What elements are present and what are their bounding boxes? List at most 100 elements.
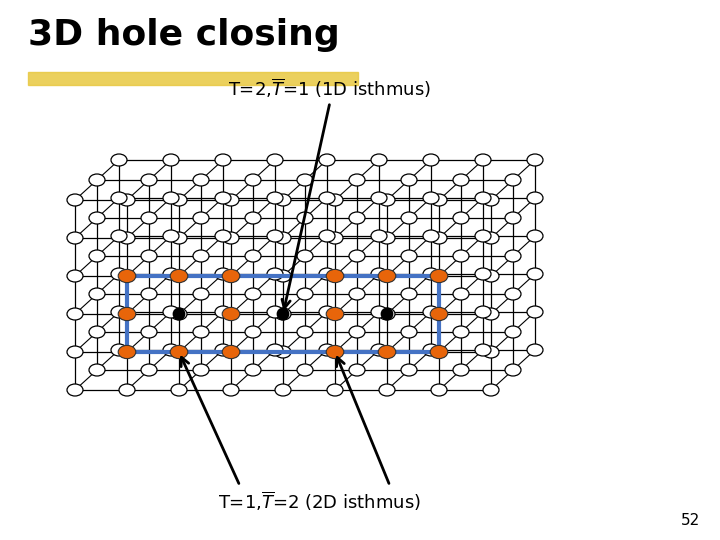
Ellipse shape — [222, 346, 240, 359]
Ellipse shape — [297, 174, 313, 186]
Ellipse shape — [111, 344, 127, 356]
Ellipse shape — [267, 344, 283, 356]
Ellipse shape — [119, 384, 135, 396]
Circle shape — [382, 308, 392, 320]
Ellipse shape — [505, 288, 521, 300]
Ellipse shape — [223, 270, 239, 282]
Circle shape — [277, 308, 289, 320]
Ellipse shape — [371, 154, 387, 166]
Ellipse shape — [163, 268, 179, 280]
Ellipse shape — [267, 268, 283, 280]
Ellipse shape — [111, 154, 127, 166]
Ellipse shape — [111, 306, 127, 318]
Ellipse shape — [401, 326, 417, 338]
Ellipse shape — [431, 346, 447, 358]
Ellipse shape — [371, 306, 387, 318]
Ellipse shape — [297, 212, 313, 224]
Ellipse shape — [163, 230, 179, 242]
Ellipse shape — [327, 384, 343, 396]
Ellipse shape — [327, 346, 343, 358]
Ellipse shape — [275, 308, 291, 320]
Ellipse shape — [171, 270, 187, 282]
Ellipse shape — [67, 346, 83, 358]
Ellipse shape — [483, 308, 499, 320]
Ellipse shape — [141, 174, 157, 186]
Ellipse shape — [327, 232, 343, 244]
Ellipse shape — [245, 326, 261, 338]
Ellipse shape — [193, 174, 209, 186]
Ellipse shape — [223, 194, 239, 206]
Ellipse shape — [89, 288, 105, 300]
Ellipse shape — [431, 308, 447, 320]
Ellipse shape — [379, 346, 395, 358]
Ellipse shape — [215, 344, 231, 356]
Ellipse shape — [431, 269, 448, 282]
Ellipse shape — [349, 250, 365, 262]
Ellipse shape — [67, 384, 83, 396]
Ellipse shape — [223, 232, 239, 244]
Ellipse shape — [475, 154, 491, 166]
Ellipse shape — [379, 232, 395, 244]
Ellipse shape — [163, 154, 179, 166]
Ellipse shape — [483, 346, 499, 358]
Ellipse shape — [483, 384, 499, 396]
Ellipse shape — [505, 326, 521, 338]
Ellipse shape — [401, 288, 417, 300]
Ellipse shape — [171, 346, 187, 358]
Ellipse shape — [326, 346, 344, 359]
Ellipse shape — [89, 326, 105, 338]
Ellipse shape — [297, 364, 313, 376]
Ellipse shape — [431, 307, 448, 321]
Ellipse shape — [215, 306, 231, 318]
Ellipse shape — [193, 326, 209, 338]
Ellipse shape — [326, 307, 344, 321]
Ellipse shape — [505, 364, 521, 376]
Ellipse shape — [431, 270, 447, 282]
Ellipse shape — [275, 232, 291, 244]
Ellipse shape — [371, 344, 387, 356]
Ellipse shape — [297, 326, 313, 338]
Ellipse shape — [319, 268, 335, 280]
Ellipse shape — [319, 154, 335, 166]
Ellipse shape — [170, 269, 188, 282]
Ellipse shape — [297, 288, 313, 300]
Ellipse shape — [222, 269, 240, 282]
Ellipse shape — [245, 288, 261, 300]
Ellipse shape — [475, 306, 491, 318]
Ellipse shape — [527, 306, 543, 318]
Ellipse shape — [215, 268, 231, 280]
Ellipse shape — [67, 308, 83, 320]
Ellipse shape — [401, 174, 417, 186]
Ellipse shape — [275, 384, 291, 396]
Ellipse shape — [371, 230, 387, 242]
Ellipse shape — [483, 194, 499, 206]
Circle shape — [174, 308, 185, 320]
Ellipse shape — [141, 250, 157, 262]
Ellipse shape — [327, 308, 343, 320]
Ellipse shape — [118, 346, 136, 359]
Ellipse shape — [423, 268, 439, 280]
Ellipse shape — [423, 230, 439, 242]
Ellipse shape — [67, 194, 83, 206]
Ellipse shape — [475, 192, 491, 204]
Ellipse shape — [527, 268, 543, 280]
Ellipse shape — [245, 212, 261, 224]
Ellipse shape — [119, 308, 135, 320]
Ellipse shape — [453, 174, 469, 186]
Ellipse shape — [215, 192, 231, 204]
Ellipse shape — [378, 269, 396, 282]
Ellipse shape — [275, 346, 291, 358]
Ellipse shape — [170, 346, 188, 359]
Ellipse shape — [505, 174, 521, 186]
Ellipse shape — [223, 384, 239, 396]
Ellipse shape — [349, 364, 365, 376]
Ellipse shape — [453, 364, 469, 376]
Ellipse shape — [378, 346, 396, 359]
Ellipse shape — [401, 250, 417, 262]
Ellipse shape — [379, 384, 395, 396]
Ellipse shape — [193, 288, 209, 300]
Ellipse shape — [326, 269, 344, 282]
Ellipse shape — [401, 212, 417, 224]
Ellipse shape — [327, 194, 343, 206]
Ellipse shape — [275, 194, 291, 206]
